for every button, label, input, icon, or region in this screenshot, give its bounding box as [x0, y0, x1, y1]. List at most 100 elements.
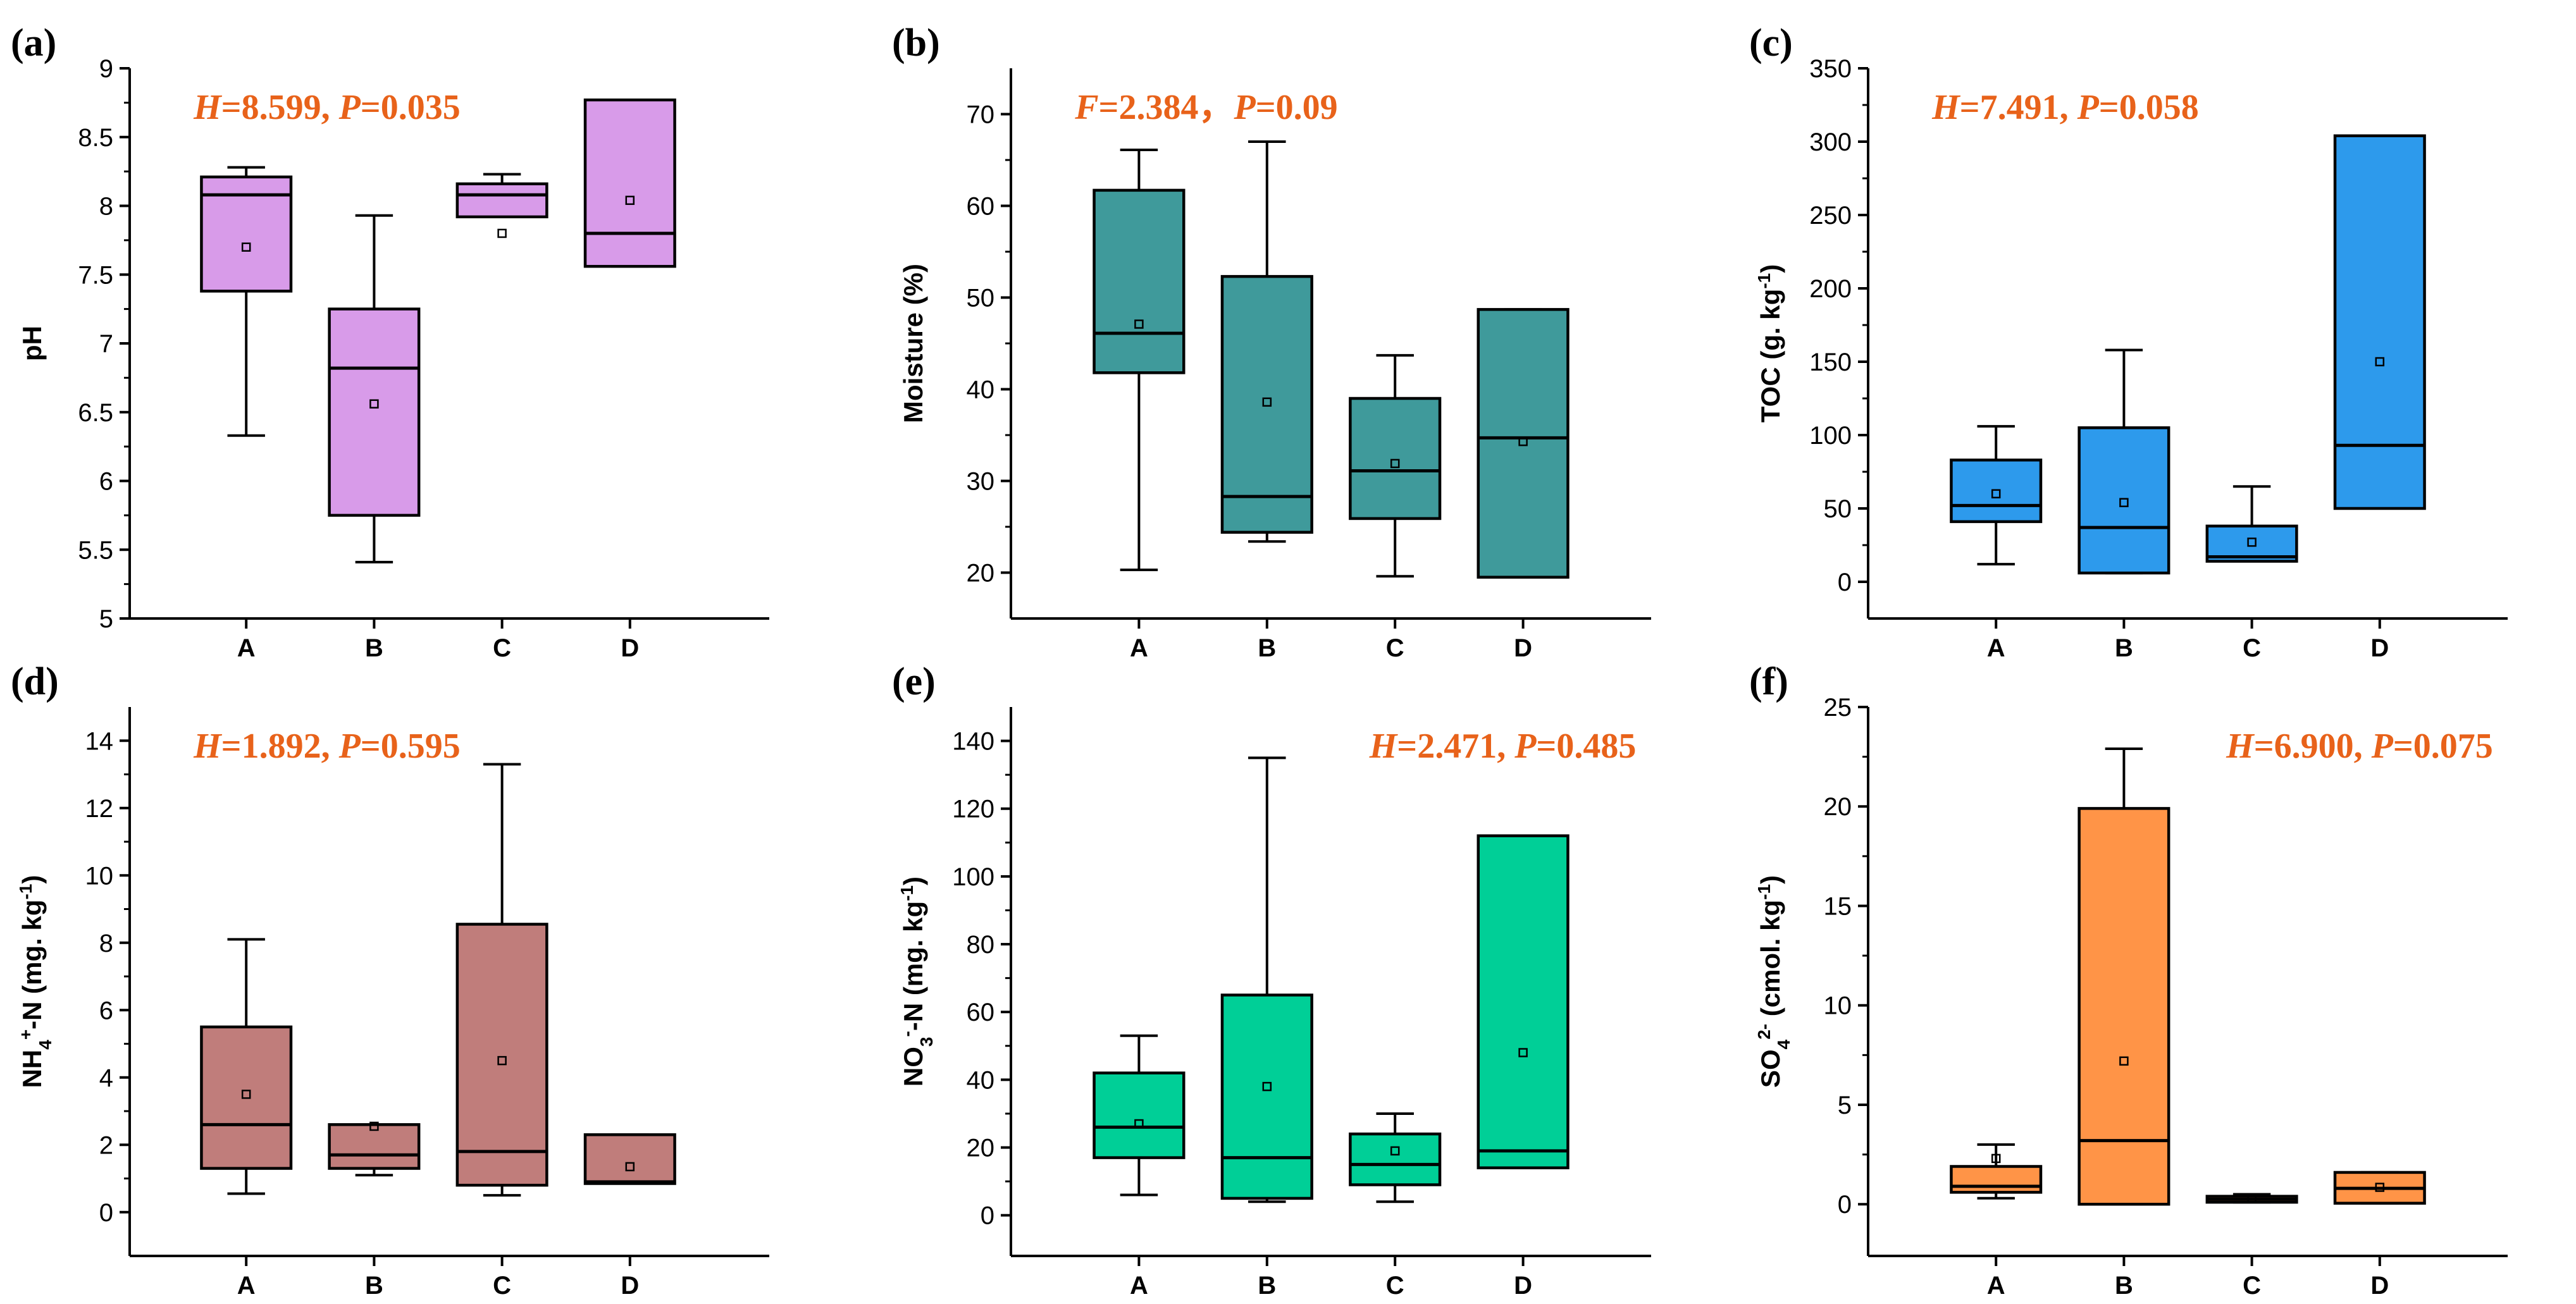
y-axis-label-part: 4: [35, 1040, 55, 1050]
box-C: [455, 173, 548, 238]
panel-label: (f): [1749, 660, 1788, 703]
mean-marker: [2119, 1056, 2129, 1066]
box-C: [1349, 1112, 1442, 1203]
stat-annotation-part: =1.892,: [221, 727, 339, 766]
y-tick-label: 0: [1838, 1191, 1852, 1219]
mean-marker: [1134, 1119, 1144, 1129]
mean-marker: [497, 1055, 507, 1066]
stat-annotation-part: F: [1074, 88, 1098, 127]
y-axis-label-part: 4: [1774, 1039, 1793, 1049]
y-tick-label: 7.5: [78, 261, 113, 289]
iqr-box: [1220, 274, 1313, 534]
mean-marker: [1262, 1081, 1272, 1092]
mean-marker: [2247, 1193, 2257, 1203]
stat-annotation-part: =6.900,: [2254, 727, 2372, 766]
y-axis-label-part: ): [17, 875, 47, 884]
box-B: [328, 214, 421, 563]
x-tick-label: C: [2243, 634, 2261, 662]
mean-marker: [625, 195, 635, 206]
y-axis-label-part: NO: [898, 1047, 928, 1086]
stat-annotation-part: =0.035: [361, 88, 461, 127]
y-tick-label: 8: [99, 930, 113, 957]
y-axis-label: TOC (g. kg-1): [1754, 264, 1786, 422]
iqr-box: [328, 1123, 421, 1170]
y-axis-label-part: -: [897, 1031, 917, 1036]
iqr-box: [583, 1133, 676, 1185]
mean-marker: [1518, 436, 1528, 446]
y-tick-label: 4: [99, 1064, 113, 1092]
stat-annotation-part: P: [338, 88, 361, 127]
y-axis-label-part: -N (mg. kg: [17, 899, 47, 1029]
panel-b: (b) F=2.384，P=0.09 Moisture (%) 20 30 40 50 60 7…: [892, 22, 1651, 662]
iqr-box: [1950, 1165, 2043, 1194]
y-tick-label: 25: [1824, 694, 1852, 722]
stat-annotation-part: =0.09: [1256, 88, 1338, 127]
iqr-box: [2078, 807, 2170, 1206]
box-D: [1477, 834, 1570, 1169]
y-axis-label: NO3--N (mg. kg-1): [897, 877, 936, 1086]
stat-annotation-part: P: [1233, 88, 1256, 127]
x-tick-label: D: [2370, 634, 2389, 662]
mean-marker: [2375, 357, 2385, 367]
x-tick-label: B: [365, 634, 383, 662]
mean-marker: [1518, 1048, 1528, 1057]
y-tick-label: 6: [99, 997, 113, 1024]
stat-annotation-part: H: [1369, 727, 1398, 766]
y-axis-label-part: -1: [897, 885, 917, 901]
box-C: [2205, 1193, 2298, 1204]
x-tick-label: A: [1130, 634, 1148, 662]
x-tick-label: A: [237, 1272, 256, 1300]
x-tick-label: A: [1130, 1272, 1148, 1300]
stat-annotation-part: =0.075: [2393, 727, 2493, 766]
iqr-box: [1477, 834, 1570, 1169]
y-axis-label: NH4+-N (mg. kg-1): [16, 875, 55, 1088]
y-tick-label: 40: [967, 376, 995, 404]
mean-marker: [2247, 538, 2257, 547]
x-tick-label: D: [621, 634, 639, 662]
mean-marker: [1991, 1153, 2001, 1164]
box-A: [200, 166, 293, 437]
x-tick-label: A: [237, 634, 256, 662]
box-D: [1477, 308, 1570, 579]
stat-annotation-part: =7.491,: [1960, 88, 2078, 127]
y-axis-label-part: -1: [1754, 884, 1774, 900]
y-tick-label: 200: [1809, 275, 1852, 303]
mean-marker: [1991, 489, 2001, 499]
y-axis-label-part: ): [1756, 875, 1785, 884]
y-tick-label: 150: [1809, 348, 1852, 376]
y-tick-label: 0: [981, 1202, 994, 1230]
y-axis-label: SO42- (cmol. kg-1): [1754, 875, 1793, 1088]
y-tick-label: 8: [99, 193, 113, 221]
mean-marker: [369, 399, 379, 409]
box-A: [1093, 149, 1186, 572]
stat-annotation-part: P: [2371, 727, 2394, 766]
iqr-box: [1950, 458, 2043, 524]
iqr-box: [1477, 308, 1570, 579]
y-tick-label: 5: [99, 605, 113, 633]
x-tick-label: D: [1514, 634, 1532, 662]
iqr-box: [1220, 993, 1313, 1200]
panel-f: (f) H=6.900, P=0.075 SO42- (cmol. kg-1) 0 5 1…: [1749, 660, 2508, 1300]
stat-annotation-part: H: [2226, 727, 2255, 766]
y-tick-label: 70: [967, 101, 995, 129]
y-tick-label: 2: [99, 1131, 113, 1159]
mean-marker: [369, 1121, 379, 1131]
box-C: [455, 763, 548, 1197]
y-tick-label: 30: [967, 468, 995, 496]
y-axis-label-part: SO: [1756, 1049, 1785, 1088]
stat-annotation-part: P: [1514, 727, 1537, 766]
x-tick-label: A: [1987, 634, 2005, 662]
y-tick-label: 8.5: [78, 124, 113, 152]
iqr-box: [1349, 397, 1442, 520]
y-tick-label: 50: [967, 285, 995, 312]
y-axis-label-part: (cmol. kg: [1756, 900, 1785, 1024]
mean-marker: [1390, 458, 1400, 469]
y-axis-label-part: 3: [917, 1036, 936, 1047]
stat-annotation-part: =0.058: [2099, 88, 2199, 127]
y-axis-label: Moisture (%): [898, 264, 928, 423]
panel-label: (d): [11, 660, 59, 703]
y-tick-label: 0: [1838, 569, 1852, 596]
y-tick-label: 20: [967, 560, 995, 587]
panel-label: (b): [892, 22, 940, 65]
